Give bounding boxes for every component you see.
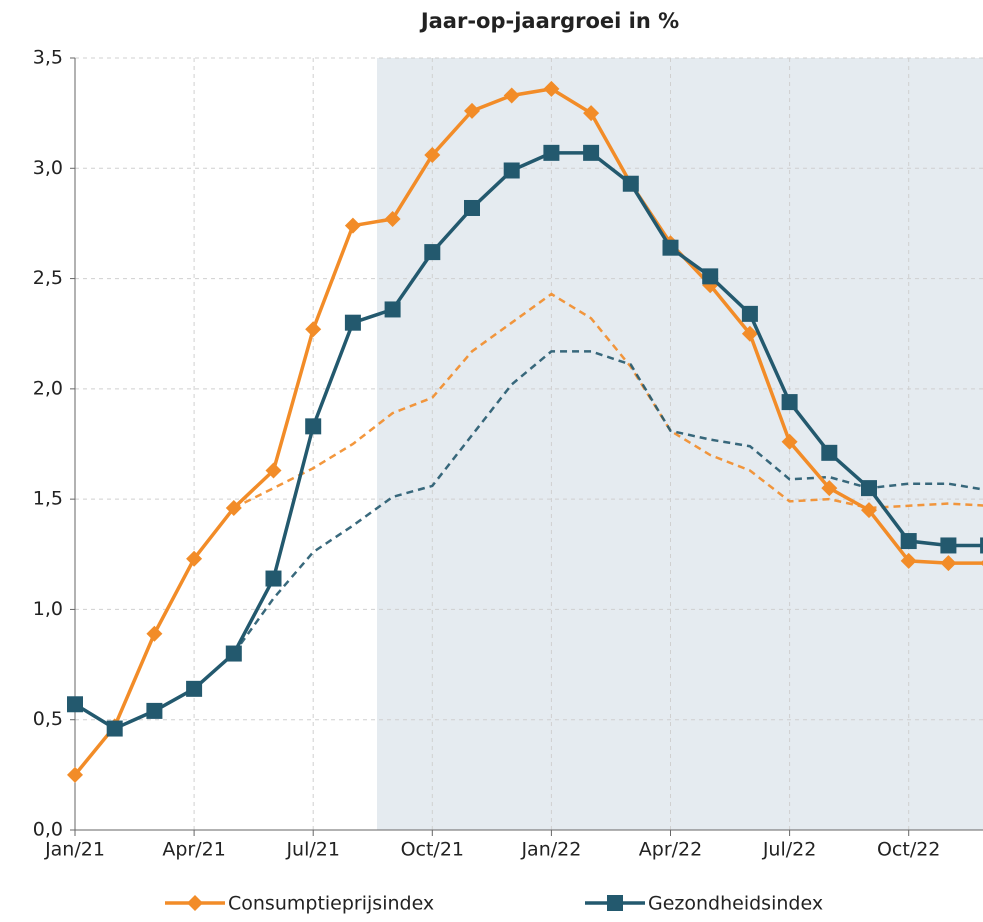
x-tick-label: Jul/21 <box>285 839 340 861</box>
marker <box>464 199 480 216</box>
legend-label: Consumptieprijsindex <box>228 893 434 915</box>
marker <box>67 696 83 713</box>
marker <box>146 702 163 719</box>
legend-marker <box>607 895 623 911</box>
marker <box>503 87 520 104</box>
marker <box>305 321 322 338</box>
marker <box>940 555 957 572</box>
marker <box>265 570 282 587</box>
marker <box>305 418 322 435</box>
x-tick-label: Oct/22 <box>877 839 940 861</box>
shaded-region <box>377 58 983 830</box>
marker <box>583 144 600 161</box>
marker <box>583 105 600 122</box>
y-tick-label: 2,0 <box>33 377 63 399</box>
y-tick-label: 1,0 <box>33 598 63 620</box>
marker <box>741 325 758 342</box>
legend-label: Gezondheidsindex <box>648 893 823 915</box>
marker <box>781 394 798 411</box>
marker <box>940 537 957 554</box>
y-tick-label: 3,0 <box>33 157 63 179</box>
marker <box>980 560 983 567</box>
x-tick-label: Jan/22 <box>520 839 581 861</box>
marker <box>464 102 480 119</box>
dashed-line <box>232 350 983 655</box>
y-tick-label: 2,5 <box>33 267 63 289</box>
marker <box>106 720 123 737</box>
marker <box>861 502 877 519</box>
x-tick-label: Jul/22 <box>762 839 817 861</box>
x-tick-label: Jan/21 <box>44 839 105 861</box>
marker <box>424 244 441 261</box>
marker <box>344 217 361 234</box>
marker <box>821 480 838 497</box>
marker <box>424 147 441 164</box>
marker <box>900 533 917 550</box>
marker <box>186 680 203 697</box>
marker <box>622 175 639 192</box>
marker <box>543 80 560 97</box>
marker <box>384 211 401 228</box>
marker <box>821 444 838 461</box>
y-tick-label: 0,0 <box>33 819 63 841</box>
marker <box>186 550 203 567</box>
marker <box>384 301 401 318</box>
marker <box>900 552 917 569</box>
marker <box>503 162 520 179</box>
marker <box>225 499 242 516</box>
marker <box>543 144 560 161</box>
marker <box>225 645 242 662</box>
plot-area <box>67 80 983 783</box>
legend-marker <box>187 895 203 911</box>
y-tick-label: 3,5 <box>33 47 63 69</box>
marker <box>662 239 679 256</box>
line <box>73 87 983 776</box>
x-tick-label: Oct/21 <box>401 839 464 861</box>
marker <box>67 766 83 783</box>
marker <box>344 314 361 331</box>
marker <box>265 462 282 479</box>
y-tick-label: 0,5 <box>33 708 63 730</box>
x-tick-label: Apr/22 <box>639 839 702 861</box>
marker <box>861 480 877 497</box>
marker <box>781 433 798 450</box>
y-tick-label: 1,5 <box>33 488 63 510</box>
marker <box>741 305 758 322</box>
marker <box>702 268 719 285</box>
marker <box>980 537 983 554</box>
x-tick-label: Apr/21 <box>162 839 225 861</box>
chart-title: Jaar-op-jaargroei in % <box>419 9 679 33</box>
marker <box>146 625 163 642</box>
